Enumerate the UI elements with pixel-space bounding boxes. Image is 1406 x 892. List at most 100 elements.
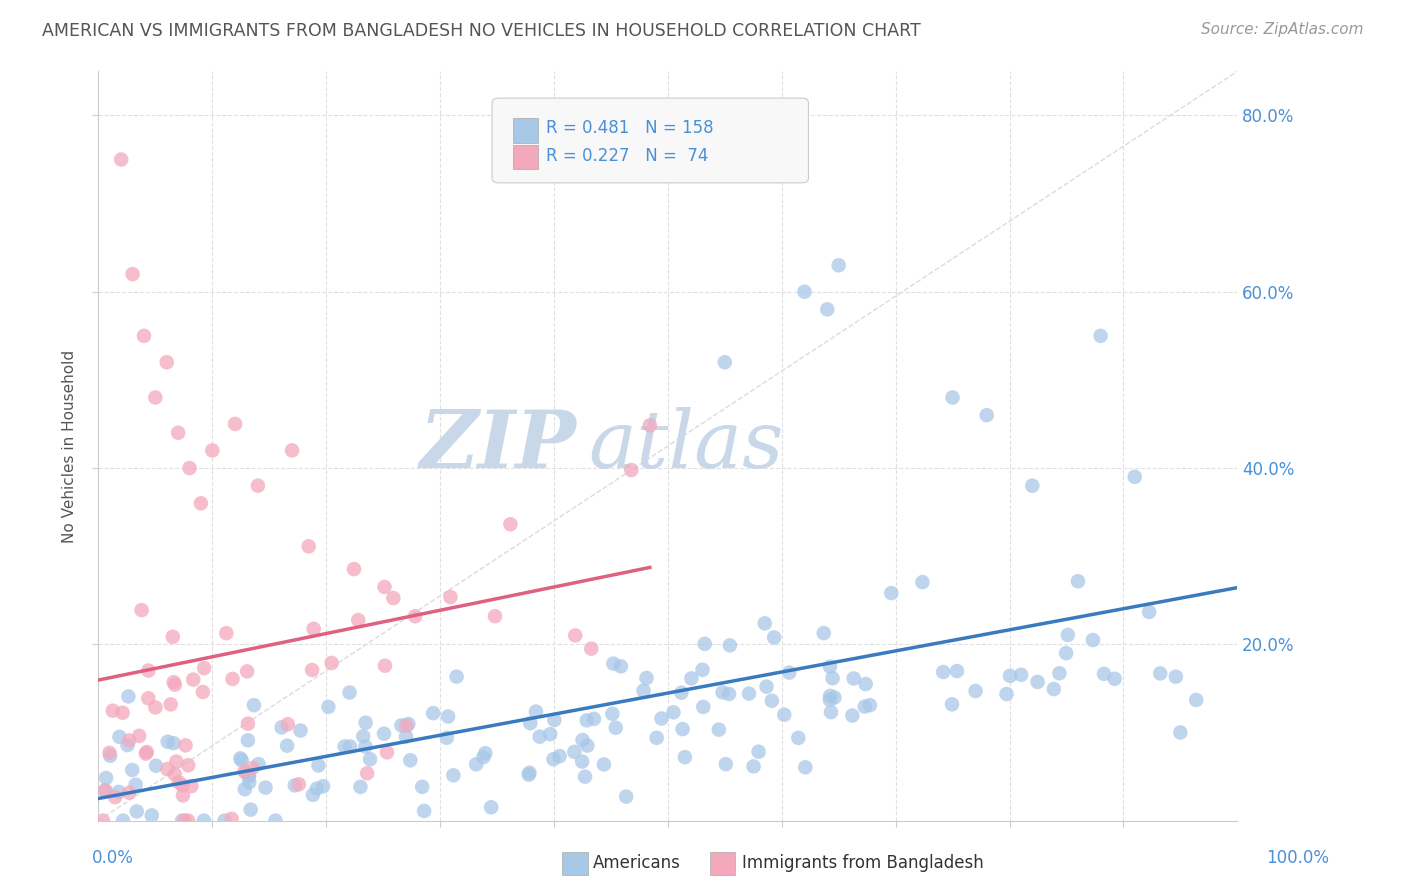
Point <box>238 775 260 789</box>
Point <box>181 673 204 687</box>
Point <box>352 729 374 743</box>
Point <box>156 762 179 776</box>
Point <box>820 705 842 719</box>
Point <box>333 739 356 754</box>
Point <box>821 671 844 685</box>
Point <box>645 731 668 745</box>
Point <box>179 461 201 475</box>
Point <box>581 641 603 656</box>
Point <box>236 733 259 747</box>
Point <box>437 709 460 723</box>
Point <box>145 391 167 405</box>
Point <box>1026 674 1049 689</box>
Point <box>742 759 765 773</box>
Point <box>107 785 129 799</box>
Point <box>243 698 266 713</box>
Point <box>571 755 593 769</box>
Text: ZIP: ZIP <box>420 408 576 484</box>
Point <box>221 672 243 686</box>
Point <box>201 443 224 458</box>
Point <box>605 721 627 735</box>
Point <box>305 781 328 796</box>
Point <box>1164 670 1187 684</box>
Point <box>439 590 461 604</box>
Point <box>636 671 658 685</box>
Point <box>593 757 616 772</box>
Point <box>574 770 596 784</box>
Point <box>354 715 377 730</box>
Point <box>91 814 114 828</box>
Point <box>246 478 269 492</box>
Point <box>172 778 194 792</box>
Point <box>233 764 256 779</box>
Point <box>787 731 810 745</box>
Point <box>965 684 987 698</box>
Point <box>290 723 312 738</box>
Point <box>828 258 851 272</box>
Point <box>575 714 598 728</box>
Point <box>98 746 121 760</box>
Point <box>128 729 150 743</box>
Point <box>135 745 157 759</box>
Point <box>373 727 395 741</box>
Point <box>318 699 340 714</box>
Point <box>681 672 703 686</box>
Point <box>108 730 131 744</box>
Point <box>162 630 184 644</box>
Point <box>932 665 955 679</box>
Point <box>94 783 117 797</box>
Point <box>125 778 148 792</box>
Point <box>976 408 998 422</box>
Point <box>582 712 605 726</box>
Point <box>190 496 212 510</box>
Point <box>298 539 321 553</box>
Point <box>235 765 257 780</box>
Text: Immigrants from Bangladesh: Immigrants from Bangladesh <box>742 855 984 872</box>
Point <box>718 687 741 701</box>
Point <box>94 784 117 798</box>
Point <box>638 418 661 433</box>
Point <box>564 628 586 642</box>
Point <box>855 677 877 691</box>
Point <box>517 767 540 781</box>
Point <box>1090 328 1112 343</box>
Point <box>1185 693 1208 707</box>
Point <box>174 739 197 753</box>
Point <box>94 771 117 785</box>
Point <box>395 719 418 733</box>
Point <box>794 760 817 774</box>
Point <box>163 675 186 690</box>
Point <box>118 786 141 800</box>
Point <box>214 814 236 828</box>
Point <box>1054 646 1077 660</box>
Point <box>571 733 593 747</box>
Point <box>354 739 377 754</box>
Point <box>673 750 696 764</box>
Point <box>411 780 433 794</box>
Point <box>823 690 845 705</box>
Point <box>117 690 139 704</box>
Point <box>1043 682 1066 697</box>
Point <box>472 750 495 764</box>
Point <box>524 705 547 719</box>
Point <box>312 779 335 793</box>
Point <box>446 670 468 684</box>
Text: AMERICAN VS IMMIGRANTS FROM BANGLADESH NO VEHICLES IN HOUSEHOLD CORRELATION CHAR: AMERICAN VS IMMIGRANTS FROM BANGLADESH N… <box>42 22 921 40</box>
Point <box>396 717 419 731</box>
Point <box>707 723 730 737</box>
Point <box>236 716 259 731</box>
Point <box>343 562 366 576</box>
Point <box>1067 574 1090 589</box>
Point <box>215 626 238 640</box>
Point <box>815 302 838 317</box>
Point <box>156 735 179 749</box>
Point <box>714 355 737 369</box>
Point <box>761 694 783 708</box>
Point <box>118 733 141 747</box>
Point <box>465 757 488 772</box>
Point <box>308 758 330 772</box>
Point <box>163 767 186 781</box>
Point <box>163 678 186 692</box>
Point <box>946 664 969 678</box>
Point <box>610 659 633 673</box>
